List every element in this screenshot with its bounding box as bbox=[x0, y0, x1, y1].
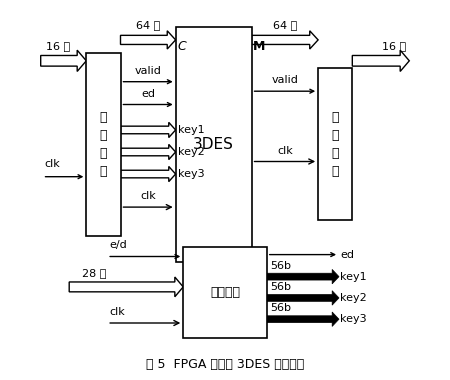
Polygon shape bbox=[267, 312, 339, 326]
Text: key3: key3 bbox=[178, 169, 204, 179]
Text: valid: valid bbox=[135, 66, 162, 76]
Text: 3DES: 3DES bbox=[193, 137, 234, 152]
Text: 图 5  FPGA 实现的 3DES 总体结构: 图 5 FPGA 实现的 3DES 总体结构 bbox=[146, 358, 304, 370]
Polygon shape bbox=[121, 31, 176, 49]
Text: 输
出
接
口: 输 出 接 口 bbox=[332, 111, 339, 178]
Polygon shape bbox=[121, 122, 176, 138]
Polygon shape bbox=[40, 50, 86, 71]
Polygon shape bbox=[121, 144, 176, 160]
Text: 16 位: 16 位 bbox=[46, 41, 70, 51]
Text: clk: clk bbox=[140, 192, 156, 201]
Text: C: C bbox=[178, 40, 187, 53]
Text: 密钥控制: 密钥控制 bbox=[210, 286, 240, 299]
Text: 64 位: 64 位 bbox=[136, 21, 160, 30]
Polygon shape bbox=[121, 166, 176, 182]
Text: key1: key1 bbox=[340, 272, 367, 282]
Polygon shape bbox=[352, 50, 410, 71]
Bar bbox=[176, 27, 252, 262]
Polygon shape bbox=[69, 277, 183, 297]
Text: key2: key2 bbox=[340, 293, 367, 303]
Text: valid: valid bbox=[271, 75, 298, 85]
Text: 64 位: 64 位 bbox=[273, 21, 297, 30]
Text: 28 位: 28 位 bbox=[82, 268, 106, 278]
Bar bbox=[318, 68, 352, 220]
Text: 56b: 56b bbox=[270, 303, 292, 313]
Text: ed: ed bbox=[340, 250, 354, 260]
Text: key2: key2 bbox=[178, 147, 205, 157]
Text: key1: key1 bbox=[178, 125, 204, 135]
Bar bbox=[183, 247, 267, 338]
Bar bbox=[86, 53, 121, 236]
Text: 16 位: 16 位 bbox=[382, 41, 406, 51]
Polygon shape bbox=[252, 31, 318, 49]
Polygon shape bbox=[267, 269, 339, 284]
Text: clk: clk bbox=[109, 307, 125, 317]
Polygon shape bbox=[267, 291, 339, 305]
Text: clk: clk bbox=[277, 146, 293, 156]
Text: ed: ed bbox=[141, 89, 155, 99]
Text: M: M bbox=[253, 40, 266, 53]
Text: e/d: e/d bbox=[109, 240, 127, 250]
Text: 输
入
接
口: 输 入 接 口 bbox=[99, 111, 107, 178]
Text: 56b: 56b bbox=[270, 261, 292, 271]
Text: key3: key3 bbox=[340, 314, 367, 324]
Text: clk: clk bbox=[45, 159, 60, 169]
Text: 56b: 56b bbox=[270, 282, 292, 292]
